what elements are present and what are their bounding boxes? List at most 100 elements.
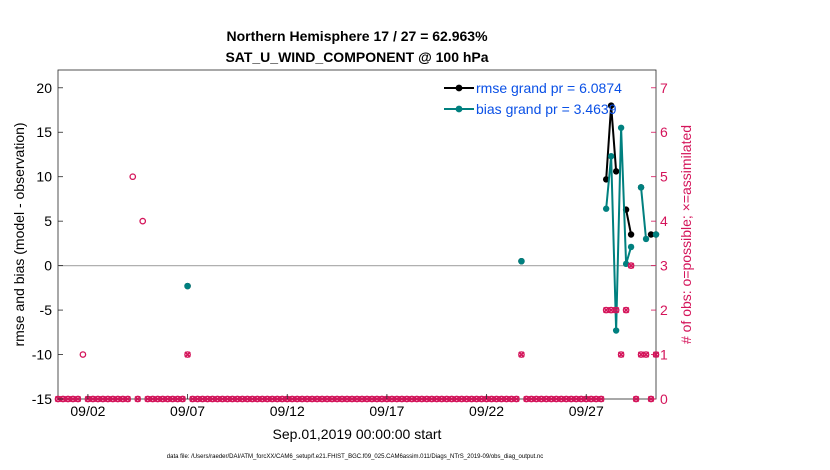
obs-assimilated-marker: [119, 395, 126, 403]
bias-point: [637, 184, 645, 191]
y-tick-label-left: 20: [36, 80, 52, 96]
obs-assimilated-marker: [289, 395, 296, 403]
bias-point: [622, 260, 630, 268]
obs-assimilated-marker: [229, 395, 236, 403]
obs-assimilated-marker: [508, 395, 515, 403]
x-tick-label: 09/12: [270, 403, 305, 419]
y-tick-label-right: 6: [660, 124, 668, 140]
x-tick-label: 09/27: [569, 403, 604, 419]
chart-title-line2: SAT_U_WIND_COMPONENT @ 100 hPa: [225, 49, 488, 65]
obs-possible-marker: [79, 351, 87, 358]
obs-assimilated-marker: [234, 395, 241, 403]
obs-assimilated-marker: [179, 395, 186, 403]
obs-assimilated-marker: [219, 395, 226, 403]
y-axis-label-right: # of obs: o=possible; ×=assimilated: [678, 125, 694, 344]
y-tick-label-right: 3: [660, 258, 668, 274]
bias-point: [602, 205, 610, 212]
rmse-point: [602, 176, 610, 183]
obs-assimilated-marker: [94, 395, 102, 403]
obs-assimilated-marker: [578, 395, 585, 403]
obs-assimilated-marker: [632, 395, 640, 403]
obs-assimilated-marker: [104, 395, 111, 403]
y-tick-label-left: 5: [44, 213, 52, 229]
obs-assimilated-marker: [348, 395, 356, 403]
obs-assimilated-marker: [528, 395, 535, 403]
bias-point: [642, 235, 650, 243]
obs-possible-marker: [518, 351, 525, 358]
obs-assimilated-marker: [428, 395, 435, 403]
rmse-point: [647, 231, 655, 238]
x-tick-label: 09/02: [70, 403, 105, 419]
obs-assimilated-marker: [498, 395, 505, 403]
y-tick-label-left: 15: [36, 124, 52, 140]
obs-assimilated-marker: [438, 395, 445, 403]
obs-assimilated-marker: [353, 395, 361, 403]
obs-assimilated-marker: [388, 395, 396, 403]
obs-possible-marker: [139, 217, 147, 225]
obs-assimilated-marker: [458, 395, 465, 403]
rmse-point: [612, 168, 620, 175]
obs-assimilated-marker: [553, 395, 560, 403]
obs-assimilated-marker: [194, 395, 201, 403]
obs-assimilated-marker: [269, 395, 276, 403]
y-tick-label-left: 10: [36, 169, 52, 185]
obs-assimilated-marker: [642, 351, 650, 358]
obs-assimilated-marker: [363, 395, 371, 403]
obs-assimilated-marker: [543, 395, 550, 403]
obs-assimilated-marker: [478, 395, 485, 403]
obs-assimilated-marker: [338, 395, 346, 403]
obs-assimilated-marker: [622, 306, 630, 314]
obs-assimilated-marker: [189, 395, 196, 403]
legend-bias-marker: [455, 105, 463, 113]
obs-assimilated-marker: [593, 395, 600, 403]
obs-assimilated-marker: [617, 351, 625, 358]
x-tick-label: 09/17: [369, 403, 404, 419]
bias-point: [184, 282, 191, 290]
obs-assimilated-marker: [373, 395, 381, 403]
obs-assimilated-marker: [453, 395, 460, 403]
obs-assimilated-marker: [627, 262, 635, 269]
bias-point: [518, 257, 525, 265]
obs-assimilated-marker: [204, 395, 211, 403]
obs-assimilated-marker: [393, 395, 401, 403]
y-tick-label-left: -5: [40, 302, 53, 318]
obs-assimilated-marker: [588, 395, 595, 403]
obs-assimilated-marker: [214, 395, 221, 403]
obs-possible-marker: [134, 395, 142, 403]
obs-assimilated-marker: [249, 395, 256, 403]
rmse-point: [627, 231, 635, 238]
obs-assimilated-marker: [503, 395, 510, 403]
obs-assimilated-marker: [274, 395, 281, 403]
obs-assimilated-marker: [493, 395, 500, 403]
x-tick-label: 09/22: [469, 403, 504, 419]
obs-possible-marker: [179, 395, 186, 403]
bias-point: [607, 153, 615, 160]
obs-possible-marker: [74, 395, 82, 403]
obs-assimilated-marker: [199, 395, 206, 403]
bias-point: [627, 243, 635, 251]
chart-title-line1: Northern Hemisphere 17 / 27 = 62.963%: [226, 28, 488, 44]
obs-possible-marker: [129, 173, 137, 181]
obs-assimilated-marker: [109, 395, 116, 403]
obs-assimilated-marker: [114, 395, 121, 403]
obs-assimilated-marker: [239, 395, 246, 403]
obs-assimilated-marker: [463, 395, 470, 403]
obs-assimilated-marker: [244, 395, 251, 403]
obs-assimilated-marker: [64, 395, 72, 403]
obs-assimilated-marker: [184, 351, 191, 358]
obs-assimilated-marker: [358, 395, 366, 403]
plot-area: [57, 69, 657, 400]
obs-assimilated-marker: [598, 395, 605, 403]
obs-assimilated-marker: [154, 395, 161, 403]
obs-assimilated-marker: [279, 395, 286, 403]
obs-assimilated-marker: [144, 395, 151, 403]
obs-assimilated-marker: [323, 395, 331, 403]
obs-assimilated-marker: [548, 395, 555, 403]
y-axis-label-left: rmse and bias (model - observation): [11, 122, 27, 346]
y-tick-label-left: -10: [32, 347, 52, 363]
obs-possible-marker: [513, 395, 520, 403]
obs-assimilated-marker: [169, 395, 176, 403]
obs-assimilated-marker: [518, 351, 525, 358]
obs-possible-marker: [642, 351, 650, 358]
obs-possible-marker: [617, 351, 625, 358]
